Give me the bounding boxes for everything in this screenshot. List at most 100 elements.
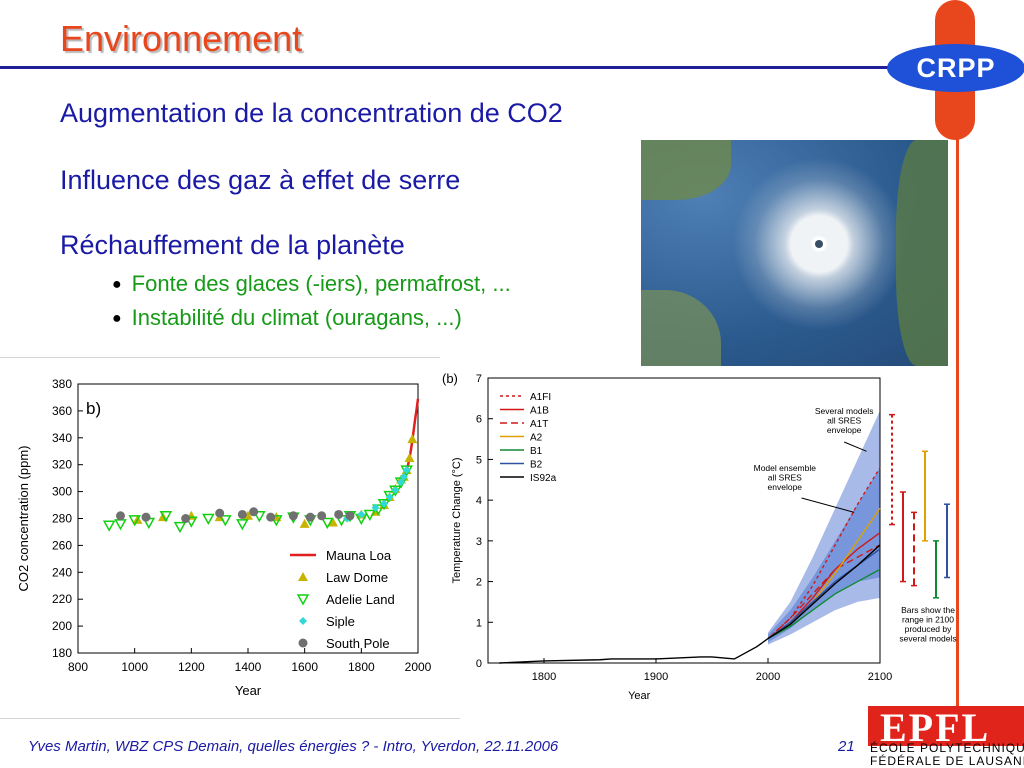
y-tick-label: 2 [476, 577, 482, 589]
legend-label: A1B [530, 406, 549, 417]
heading-warming: Réchauffement de la planète [60, 230, 405, 260]
x-tick-label: 2000 [756, 671, 780, 683]
x-tick-label: 1000 [121, 660, 148, 674]
legend-swatch [298, 638, 308, 648]
legend-label: A1FI [530, 392, 551, 403]
page-number: 21 [838, 738, 855, 755]
legend-label: Law Dome [326, 570, 388, 585]
historical-line [499, 638, 769, 664]
adelie-land-point [102, 520, 116, 532]
y-tick-label: 5 [476, 454, 482, 466]
y-tick-label: 0 [476, 658, 482, 670]
south-pole-point [141, 512, 151, 522]
land-mass [641, 290, 721, 366]
adelie-land-point [173, 521, 187, 534]
legend-label: A2 [530, 433, 543, 444]
land-mass [641, 140, 731, 200]
x-tick-label: 1800 [348, 660, 375, 674]
co2-concentration-chart: 180 200 220 240 260 280 300 320 340 360 380 800 1000… [16, 377, 432, 698]
chart-top-divider [0, 357, 440, 358]
legend-label: IS92a [530, 473, 557, 484]
right-border-line [956, 66, 959, 720]
x-tick-label: 800 [68, 660, 88, 674]
title-underline [0, 66, 900, 69]
x-tick-label: 1400 [235, 660, 262, 674]
y-tick-label: 1 [476, 617, 482, 629]
south-pole-point [181, 514, 191, 523]
south-pole-point [116, 511, 125, 521]
annotation-several-models: Several models all SRES envelope [815, 406, 874, 435]
adelie-land-point [236, 519, 249, 531]
y-tick-label: 200 [52, 619, 72, 633]
legend-label: Mauna Loa [326, 548, 392, 563]
panel-label: (b) [442, 371, 458, 386]
footer-text: Yves Martin, WBZ CPS Demain, quelles éne… [28, 738, 559, 755]
annotation-arrow [843, 441, 867, 452]
scenario-line [767, 544, 881, 640]
law-dome-point [407, 434, 418, 444]
y-tick-label: 340 [52, 431, 72, 445]
adelie-land-point [321, 517, 334, 530]
south-pole-point [334, 509, 344, 519]
y-tick-label: 3 [476, 536, 482, 548]
chart-bottom-divider [0, 718, 460, 719]
plot-frame [487, 377, 881, 664]
legend-label: B2 [530, 460, 543, 471]
adelie-land-point [128, 515, 141, 527]
y-tick-label: 260 [52, 538, 72, 552]
law-dome-point [404, 452, 415, 462]
epfl-name-line1: ÉCOLE POLYTECHNIQUE [870, 741, 1024, 755]
hurricane-satellite-image [641, 140, 948, 366]
annotation-bars: Bars show the range in 2100 produced by sev… [899, 605, 956, 644]
south-pole-point [317, 511, 327, 521]
legend-label: Siple [326, 614, 355, 629]
adelie-land-point [253, 511, 266, 523]
scenario-line [767, 568, 881, 640]
bullet-icon: ● [112, 310, 122, 327]
temperature-change-chart: 0 1 2 3 4 5 6 7 1800 1900 2000 2100 Year Temperature … [442, 371, 957, 702]
siple-point [380, 499, 388, 508]
y-tick-label: 7 [476, 373, 482, 385]
heading-greenhouse: Influence des gaz à effet de serre [60, 165, 461, 195]
x-tick-label: 1900 [644, 671, 668, 683]
south-pole-point [345, 511, 355, 521]
bullet-item: ● Instabilité du climat (ouragans, ...) [112, 305, 462, 331]
hurricane-eye [815, 240, 823, 248]
y-tick-label: 300 [52, 485, 72, 499]
annotation-arrow [801, 497, 855, 513]
y-tick-label: 220 [52, 592, 72, 606]
south-pole-point [237, 509, 247, 519]
legend-swatch [298, 572, 308, 581]
siple-point [402, 466, 411, 475]
south-pole-point [266, 512, 276, 522]
y-tick-label: 180 [52, 646, 72, 660]
legend-swatch [296, 594, 310, 606]
y-tick-label: 240 [52, 565, 72, 579]
y-axis-label: Temperature Change (°C) [451, 457, 463, 583]
siple-point [391, 486, 400, 495]
siple-point [399, 472, 408, 481]
x-tick-label: 2100 [868, 671, 892, 683]
legend-label: South Pole [326, 636, 390, 651]
epfl-name-line2: FÉDÉRALE DE LAUSANNE [870, 754, 1024, 768]
scenario-line [767, 544, 881, 640]
bullet-icon: ● [112, 276, 122, 293]
outer-envelope [768, 410, 880, 645]
south-pole-point [288, 511, 298, 521]
y-tick-label: 4 [476, 495, 482, 507]
y-tick-label: 320 [52, 458, 72, 472]
y-tick-label: 6 [476, 414, 482, 426]
panel-label: b) [86, 399, 101, 418]
bullet-text: Instabilité du climat (ouragans, ...) [131, 305, 462, 330]
adelie-land-point [202, 513, 215, 526]
epfl-logo [868, 706, 1024, 746]
siple-point [385, 492, 394, 501]
bullet-text: Fonte des glaces (-iers), permafrost, ..… [131, 271, 511, 296]
slide-title: Environnement [60, 18, 303, 59]
south-pole-point [215, 508, 225, 518]
south-pole-point [249, 507, 259, 517]
heading-co2: Augmentation de la concentration de CO2 [60, 98, 563, 128]
x-axis-label: Year [235, 683, 262, 698]
x-tick-label: 2000 [405, 660, 432, 674]
annotation-model-ensemble: Model ensemble all SRES envelope [754, 463, 817, 492]
